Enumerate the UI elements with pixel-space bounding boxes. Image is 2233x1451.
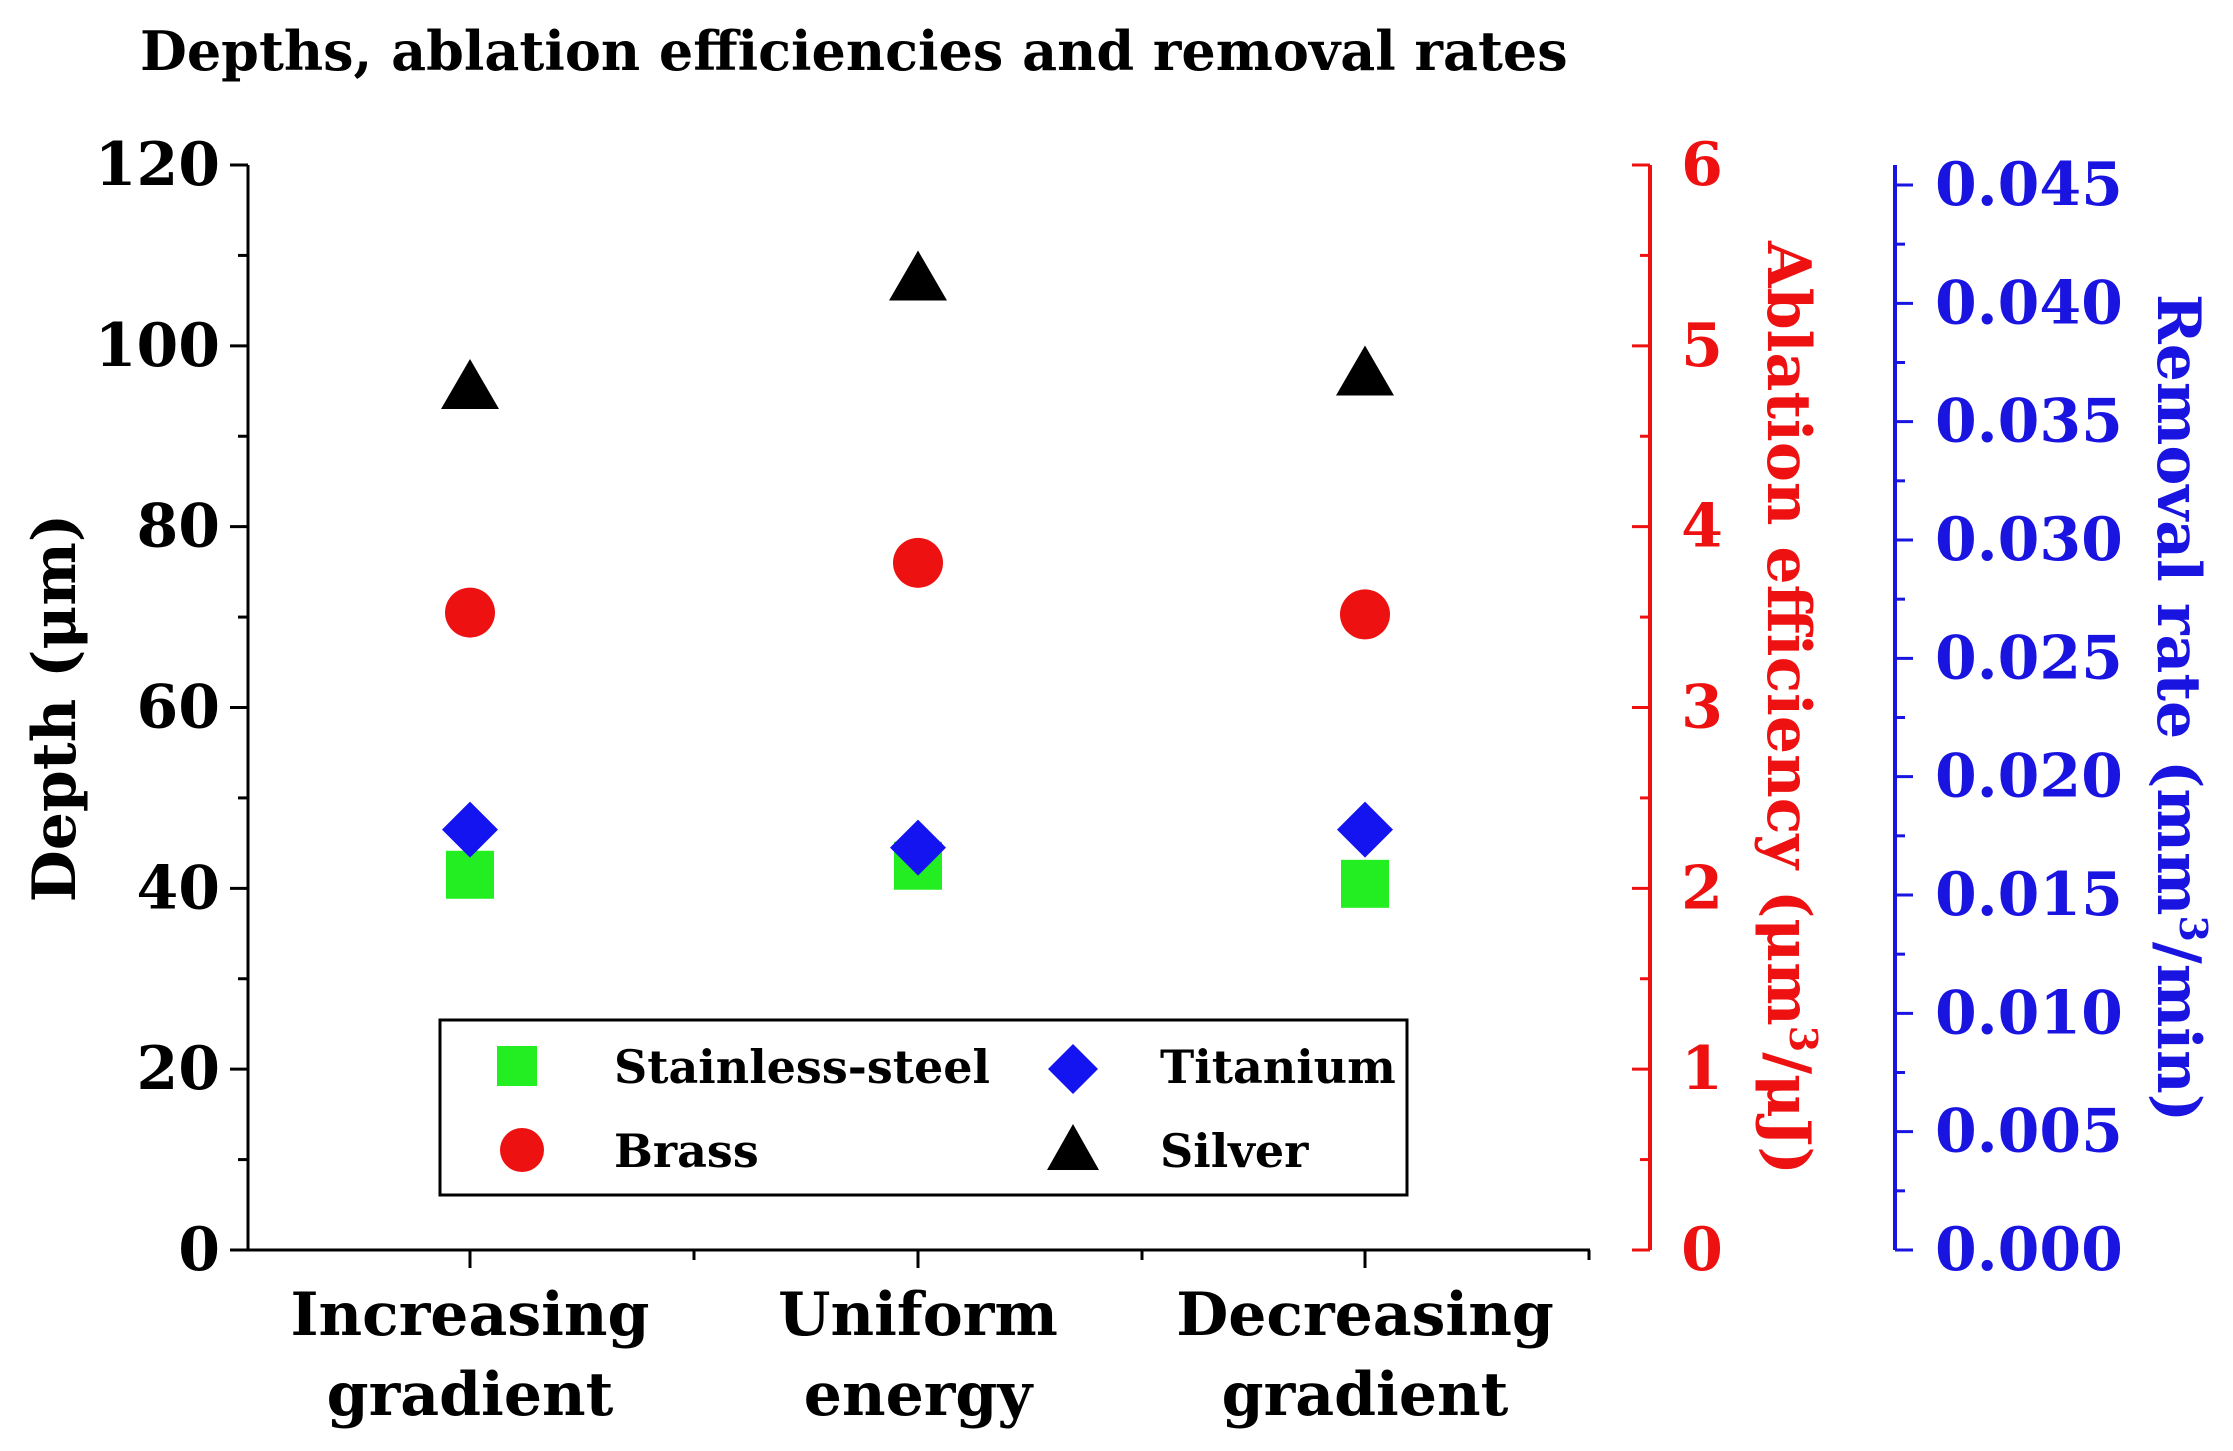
- x-tick-label: Uniform: [778, 1280, 1058, 1350]
- y3-tick-label: 0.045: [1935, 150, 2123, 220]
- y3-tick-label: 0.020: [1935, 742, 2123, 812]
- x-tick-label: Decreasing: [1176, 1280, 1554, 1350]
- x-tick-label: gradient: [327, 1360, 614, 1430]
- y2-label-main: Ablation efficiency (μm: [1753, 240, 1823, 1026]
- y2-tick-label: 6: [1681, 130, 1723, 200]
- y3-label-sup: 3: [2171, 915, 2216, 941]
- data-point-titanium: [890, 819, 946, 876]
- y3-tick-label: 0.040: [1935, 268, 2123, 338]
- y2-tick-label: 0: [1681, 1215, 1723, 1285]
- y-tick-label: 120: [95, 130, 220, 200]
- data-point-silver: [441, 359, 499, 410]
- y3-label-end: /min): [2143, 942, 2213, 1122]
- y-tick-label: 0: [178, 1215, 220, 1285]
- data-point-brass: [1340, 589, 1390, 640]
- data-point-stainless-steel: [1341, 859, 1389, 908]
- data-point-titanium: [442, 801, 498, 858]
- y2-tick-label: 1: [1681, 1034, 1723, 1104]
- data-point-brass: [893, 537, 943, 588]
- y3-tick-label: 0.005: [1935, 1097, 2123, 1167]
- y2-tick-label: 3: [1681, 673, 1723, 743]
- y2-label-end: /μJ): [1753, 1052, 1823, 1175]
- y3-tick-label: 0.030: [1935, 505, 2123, 575]
- legend-marker-brass: [500, 1128, 544, 1172]
- legend-label-brass: Brass: [614, 1124, 759, 1178]
- blue-axis: 0.000 0.005 0.010 0.015 0.020 0.025 0.030 0.035…: [1893, 150, 2123, 1285]
- y2-tick-label: 4: [1681, 492, 1723, 562]
- legend-label-silver: Silver: [1160, 1124, 1309, 1178]
- data-point-brass: [445, 587, 495, 638]
- y-tick-label: 40: [137, 853, 221, 923]
- data-point-silver: [889, 250, 947, 301]
- x-tick-label: energy: [804, 1360, 1035, 1430]
- y3-axis-label: Removal rate (mm3/min): [2143, 294, 2216, 1122]
- left-axis: 0 20 40 60 80 100 120: [95, 130, 250, 1285]
- legend-marker-silver: [1047, 1124, 1099, 1170]
- y2-tick-label: 5: [1681, 311, 1723, 381]
- y-tick-label: 100: [95, 311, 220, 381]
- legend-label-stainless: Stainless-steel: [614, 1040, 990, 1094]
- x-tick-label: gradient: [1222, 1360, 1509, 1430]
- y-tick-label: 60: [137, 673, 221, 743]
- y3-tick-label: 0.025: [1935, 623, 2123, 693]
- chart-title: Depths, ablation efficiencies and remova…: [140, 19, 1568, 83]
- y3-tick-label: 0.000: [1935, 1215, 2123, 1285]
- data-point-silver: [1336, 345, 1394, 396]
- y2-axis-label: Ablation efficiency (μm3/μJ): [1753, 240, 1826, 1175]
- legend-marker-stainless: [497, 1046, 537, 1086]
- legend-marker-titanium: [1048, 1044, 1098, 1094]
- legend-box: [438, 1018, 1409, 1197]
- y-tick-label: 20: [137, 1034, 221, 1104]
- data-points: [441, 250, 1394, 908]
- y-axis-label: Depth (μm): [20, 514, 90, 903]
- y3-tick-label: 0.015: [1935, 860, 2123, 930]
- y2-tick-label: 2: [1681, 853, 1723, 923]
- legend: Stainless-steel Titanium Brass Silver: [438, 1018, 1409, 1197]
- red-axis: 0 1 2 3 4 5 6: [1632, 130, 1723, 1285]
- data-point-stainless-steel: [446, 850, 494, 899]
- y-tick-label: 80: [137, 492, 221, 562]
- y2-label-sup: 3: [1781, 1026, 1826, 1052]
- data-point-titanium: [1337, 801, 1393, 858]
- y3-tick-label: 0.010: [1935, 978, 2123, 1048]
- x-tick-label: Increasing: [290, 1280, 649, 1350]
- x-axis: Increasing gradient Uniform energy Decreasin…: [248, 1248, 1591, 1430]
- y3-tick-label: 0.035: [1935, 387, 2123, 457]
- y3-label-main: Removal rate (mm: [2143, 294, 2213, 916]
- legend-label-titanium: Titanium: [1160, 1040, 1396, 1094]
